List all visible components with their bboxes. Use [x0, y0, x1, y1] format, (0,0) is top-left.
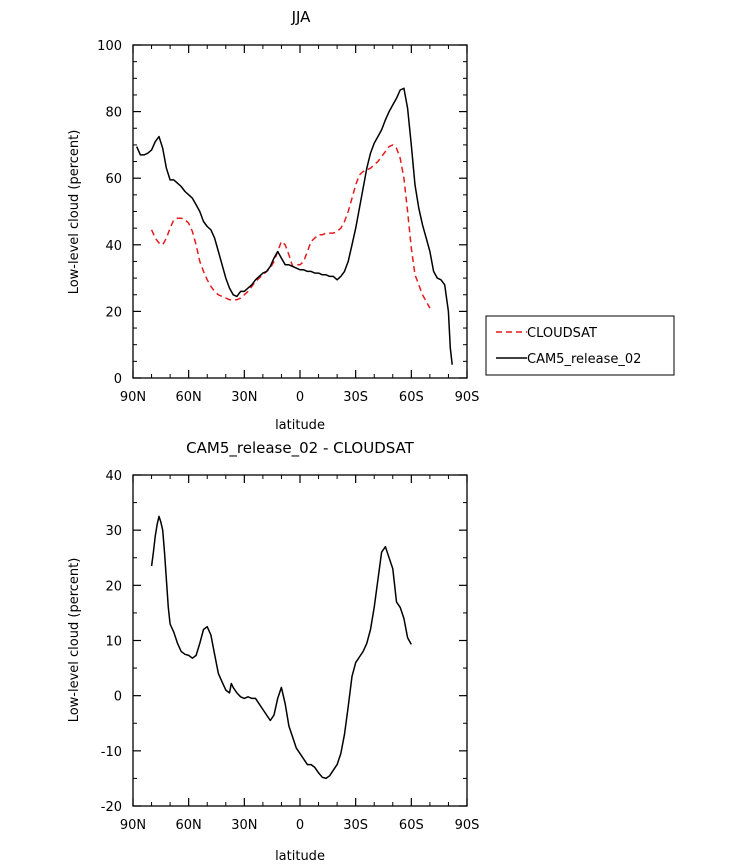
top-y-axis-label: Low-level cloud (percent): [67, 130, 82, 295]
bottom-axis-ticks: 90N 60N 30N 0 30S 60S 90S -20 -10 0 10 20 30 40: [101, 469, 480, 833]
bottom-x-axis-label: latitude: [275, 849, 325, 864]
top-y-tick-label-2: 40: [105, 239, 122, 254]
bottom-y-tick-label-2: 0: [114, 690, 122, 705]
bottom-y-tick-label-1: -10: [101, 745, 122, 760]
bottom-x-tick-label-5: 60S: [399, 818, 424, 833]
top-plot-frame: [132, 44, 468, 379]
top-x-tick-label-5: 60S: [399, 390, 424, 405]
legend-entry-cam5: CAM5_release_02: [527, 352, 641, 367]
top-x-tick-label-4: 30S: [343, 390, 368, 405]
bottom-x-tick-label-4: 30S: [343, 818, 368, 833]
top-x-axis-label: latitude: [275, 418, 325, 433]
top-x-tick-label-2: 30N: [231, 390, 257, 405]
bottom-series-line-0: [150, 515, 412, 780]
legend-entry-cloudsat: CLOUDSAT: [527, 326, 597, 341]
legend: CLOUDSAT CAM5_release_02: [485, 315, 675, 376]
bottom-x-tick-label-1: 60N: [176, 818, 202, 833]
top-x-tick-label-0: 90N: [120, 390, 146, 405]
top-x-tick-label-1: 60N: [176, 390, 202, 405]
top-panel-title: JJA: [291, 8, 312, 26]
bottom-y-tick-label-3: 10: [105, 635, 122, 650]
top-axis-ticks: 90N 60N 30N 0 30S 60S 90S 0 20 40 60 80 100: [97, 39, 479, 405]
bottom-plot-frame: [132, 474, 468, 807]
bottom-x-tick-label-3: 0: [296, 818, 304, 833]
top-series-line-cam5-release-02: [136, 87, 453, 365]
bottom-x-tick-label-6: 90S: [455, 818, 480, 833]
top-y-tick-label-4: 80: [105, 106, 122, 121]
bottom-y-tick-label-5: 30: [105, 524, 122, 539]
bottom-y-tick-label-0: -20: [101, 800, 122, 815]
bottom-y-tick-label-4: 20: [105, 579, 122, 594]
bottom-x-tick-label-2: 30N: [231, 818, 257, 833]
top-y-tick-label-5: 100: [97, 39, 122, 54]
bottom-panel-title: CAM5_release_02 - CLOUDSAT: [186, 439, 414, 458]
top-y-tick-label-3: 60: [105, 172, 122, 187]
legend-frame: [485, 315, 675, 376]
top-panel: JJA 90N 60N 30N 0 30S 60S 90S 0 20 40 60 80 100 lati…: [67, 8, 479, 433]
bottom-series-lines: [150, 515, 412, 780]
bottom-y-axis-label: Low-level cloud (percent): [67, 558, 82, 723]
bottom-x-tick-label-0: 90N: [120, 818, 146, 833]
top-y-tick-label-1: 20: [105, 305, 122, 320]
top-series-line-cloudsat: [150, 144, 431, 309]
top-x-tick-label-3: 0: [296, 390, 304, 405]
bottom-y-tick-label-6: 40: [105, 469, 122, 484]
top-series-lines: [136, 87, 453, 365]
top-x-tick-label-6: 90S: [455, 390, 480, 405]
bottom-panel: CAM5_release_02 - CLOUDSAT 90N 60N 30N 0 30S…: [67, 439, 479, 864]
top-y-tick-label-0: 0: [114, 372, 122, 387]
